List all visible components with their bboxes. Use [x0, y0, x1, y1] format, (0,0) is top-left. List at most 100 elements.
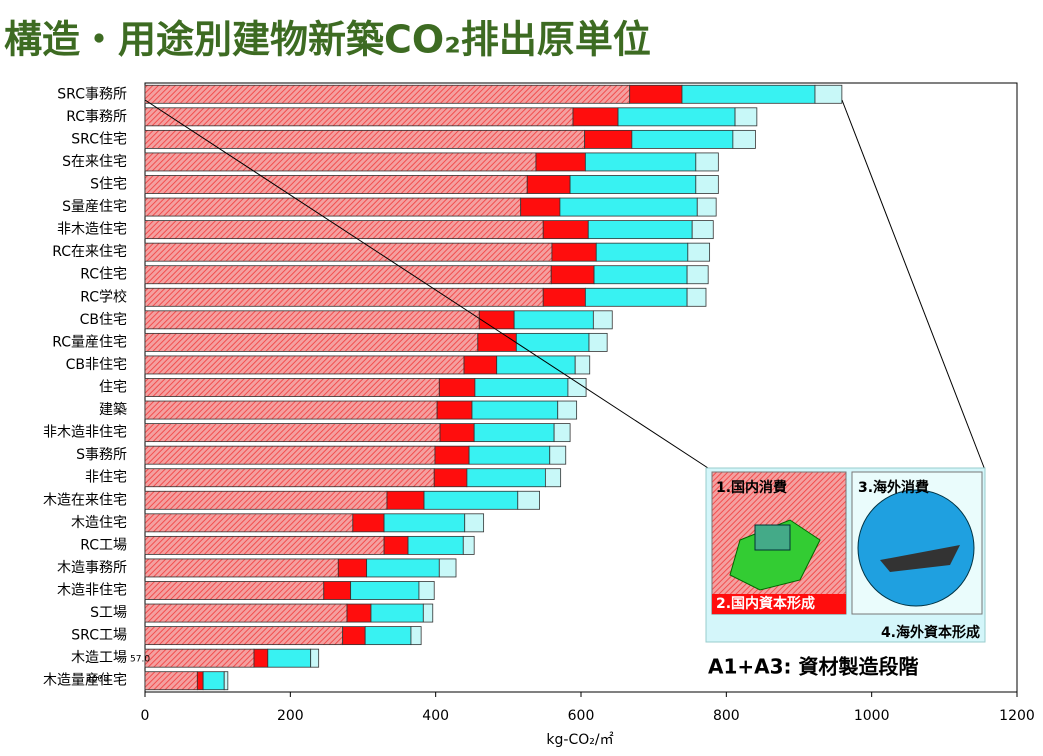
bar-segment: [342, 626, 366, 646]
bar-segment: [557, 400, 578, 420]
legend-label: 2.国内資本形成: [716, 595, 815, 612]
bar-segment: [466, 468, 546, 488]
bar-segment: [478, 310, 515, 330]
annotation: A1+A3: 資材製造段階: [708, 655, 919, 679]
y-tick-label: 非木造住宅: [57, 222, 127, 238]
bar-segment: [544, 468, 562, 488]
y-tick-label: 木造工場: [71, 650, 127, 666]
bar-segment: [202, 671, 225, 691]
x-tick-label: 1200: [999, 708, 1035, 724]
bar-segment: [144, 648, 255, 668]
bar-segment: [433, 468, 468, 488]
bar-segment: [144, 468, 435, 488]
bar-segment: [223, 671, 229, 691]
domestic-capital-box: [712, 594, 846, 614]
bar-segment: [410, 626, 422, 646]
bar-segment: [438, 558, 457, 578]
bar-segment: [144, 265, 552, 285]
x-tick-label: 800: [713, 708, 740, 724]
bar-segment: [587, 220, 693, 240]
bar-segment: [144, 175, 528, 194]
y-tick-label: 木造住宅: [71, 515, 127, 531]
x-tick-label: 0: [141, 708, 150, 724]
bar-segment: [584, 287, 688, 307]
ship-icon: [880, 545, 960, 572]
bar-segment: [496, 355, 576, 375]
y-tick-label: SRC工場: [71, 628, 127, 644]
legend-label: 3.海外消費: [858, 479, 929, 496]
bar-segment: [144, 445, 436, 465]
y-tick-label: 木造量産住宅: [43, 673, 127, 689]
bar-segment: [438, 378, 476, 397]
bar-segment: [595, 242, 689, 262]
bar-segment: [691, 220, 714, 240]
bar-segment: [366, 558, 440, 578]
bar-segment: [550, 265, 595, 285]
y-tick-label: RC在来住宅: [52, 244, 127, 260]
y-tick-label: S住宅: [90, 177, 127, 193]
bar-segment: [477, 332, 517, 352]
bar-segment: [526, 175, 571, 194]
bar-segment: [383, 535, 409, 555]
x-tick-label: 600: [568, 708, 595, 724]
y-tick-label: S在来住宅: [62, 154, 127, 170]
y-tick-label: RC住宅: [80, 267, 127, 283]
bar-segment: [464, 513, 485, 533]
bar-segment: [462, 535, 475, 555]
y-tick-label: 木造在来住宅: [43, 492, 127, 508]
bar-segment: [346, 603, 372, 623]
bar-segment: [144, 603, 348, 623]
bar-segment: [542, 220, 589, 240]
y-tick-label: RC量産住宅: [52, 334, 127, 350]
y-tick-label: S量産住宅: [62, 199, 127, 215]
bar-segment: [144, 107, 574, 127]
bar-segment: [517, 490, 540, 510]
bar-segment: [144, 152, 537, 172]
bar-segment: [515, 332, 590, 352]
bar-segment: [439, 423, 475, 443]
bar-segment: [422, 603, 434, 623]
y-tick-label: 住宅: [99, 380, 127, 396]
bar-segment: [434, 445, 470, 465]
bar-segment: [681, 84, 816, 104]
bar-segment: [732, 129, 756, 149]
bar-segment: [144, 129, 586, 149]
bar-segment: [144, 490, 388, 510]
bar-segment: [584, 129, 633, 149]
x-tick-label: 1000: [854, 708, 890, 724]
y-tick-label: S工場: [90, 605, 127, 621]
bar-segment: [144, 332, 479, 352]
bar-segment: [542, 287, 586, 307]
chart-title: 構造・用途別建物新築CO₂排出原単位: [4, 18, 651, 62]
bar-segment: [474, 378, 569, 397]
bar-segment: [144, 535, 385, 555]
bar-segment: [323, 581, 352, 600]
bar-segment: [593, 265, 688, 285]
y-tick-label: SRC事務所: [57, 86, 127, 102]
y-tick-label: 建築: [99, 402, 127, 418]
y-tick-label: RC学校: [80, 288, 127, 305]
annotation: 57.0: [130, 655, 150, 665]
factory-icon: [754, 524, 791, 551]
x-axis-label: kg-CO₂/㎡: [546, 732, 613, 748]
bar-segment: [364, 626, 412, 646]
japan-map: [729, 519, 821, 591]
bar-segment: [144, 513, 354, 533]
globe-icon: [857, 489, 975, 607]
bar-segment: [471, 400, 559, 420]
bar-segment: [695, 152, 719, 172]
bar-segment: [549, 445, 567, 465]
bar-segment: [520, 197, 561, 217]
bar-segment: [468, 445, 551, 465]
bar-segment: [423, 490, 519, 510]
y-tick-label: CB非住宅: [66, 357, 127, 373]
y-tick-label: CB住宅: [80, 312, 127, 328]
bar-segment: [310, 648, 320, 668]
bar-segment: [337, 558, 368, 578]
bar-segment: [144, 310, 480, 330]
bar-segment: [734, 107, 758, 127]
bar-segment: [418, 581, 435, 600]
bar-segment: [144, 558, 339, 578]
bar-segment: [574, 355, 591, 375]
bar-segment: [592, 310, 613, 330]
